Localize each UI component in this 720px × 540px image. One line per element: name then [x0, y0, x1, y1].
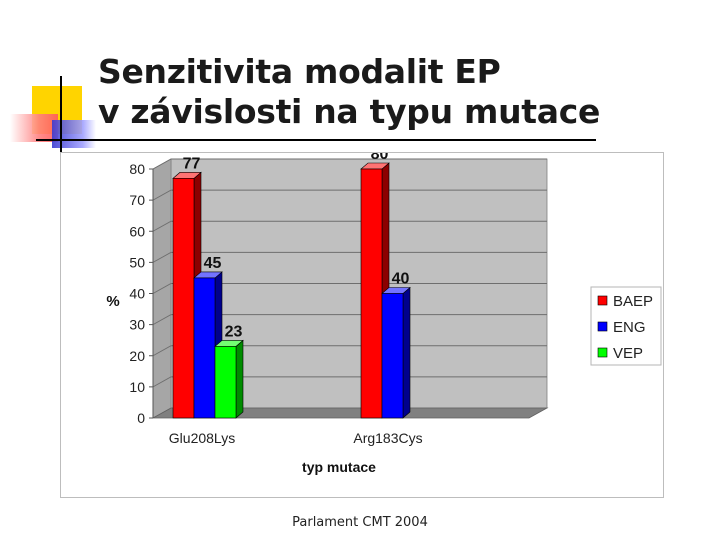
gridline — [152, 158, 547, 170]
data-label: 23 — [225, 323, 243, 340]
y-tick-label: 80 — [129, 161, 145, 177]
data-label: 40 — [392, 271, 410, 288]
title-underline — [36, 139, 596, 141]
legend-label-eng: ENG — [613, 319, 646, 336]
deco-vertical-line — [60, 76, 62, 158]
y-tick-label: 50 — [129, 254, 145, 270]
y-tick-label: 40 — [129, 286, 145, 302]
gridline — [152, 283, 547, 294]
y-tick-label: 20 — [129, 348, 145, 364]
y-tick-label: 70 — [129, 192, 145, 208]
y-tick-label: 0 — [137, 410, 145, 426]
bar-eng — [381, 293, 404, 419]
y-tick-label: 60 — [129, 223, 145, 239]
gridline — [152, 189, 547, 201]
legend-swatch-vep — [597, 347, 608, 358]
x-axis-label: typ mutace — [302, 459, 376, 475]
y-tick-label: 10 — [129, 379, 145, 395]
slide-title: Senzitivita modalit EP v závislosti na t… — [98, 52, 600, 132]
gridline — [152, 376, 547, 388]
data-label: 45 — [204, 255, 222, 272]
bar-vep — [214, 346, 237, 419]
legend-swatch-baep — [597, 295, 608, 306]
slide-footer: Parlament CMT 2004 — [292, 515, 428, 530]
deco-red-square — [10, 114, 58, 142]
x-tick-label: Arg183Cys — [353, 430, 422, 446]
x-tick-label: Glu208Lys — [169, 430, 235, 446]
plot-floor — [151, 407, 549, 419]
bar-side-vep — [235, 339, 244, 419]
chart-frame: 0 10 20 30 40 50 60 70 80 % 77 45 23 80 40 Glu208Lys Ar… — [60, 152, 664, 498]
gridline — [152, 314, 547, 326]
y-tick-label: 30 — [129, 317, 145, 333]
bar-baep — [172, 178, 195, 419]
legend-label-baep: BAEP — [613, 293, 653, 310]
bar-baep — [360, 168, 383, 419]
deco-blue-square — [52, 120, 96, 148]
slide-title-line-1: Senzitivita modalit EP — [98, 52, 501, 91]
bar-chart: 0 10 20 30 40 50 60 70 80 % 77 45 23 80 40 Glu208Lys Ar… — [106, 153, 662, 475]
gridline — [152, 220, 547, 232]
data-label: 77 — [183, 155, 201, 172]
legend-label-vep: VEP — [613, 345, 643, 362]
gridline — [152, 345, 547, 357]
slide-title-line-2: v závislosti na typu mutace — [98, 92, 601, 131]
y-axis-label: % — [106, 293, 119, 310]
data-label: 80 — [371, 153, 389, 163]
bar-side-eng — [402, 286, 411, 419]
bar-eng — [193, 277, 216, 419]
legend-swatch-eng — [597, 321, 608, 332]
gridline — [152, 251, 547, 263]
